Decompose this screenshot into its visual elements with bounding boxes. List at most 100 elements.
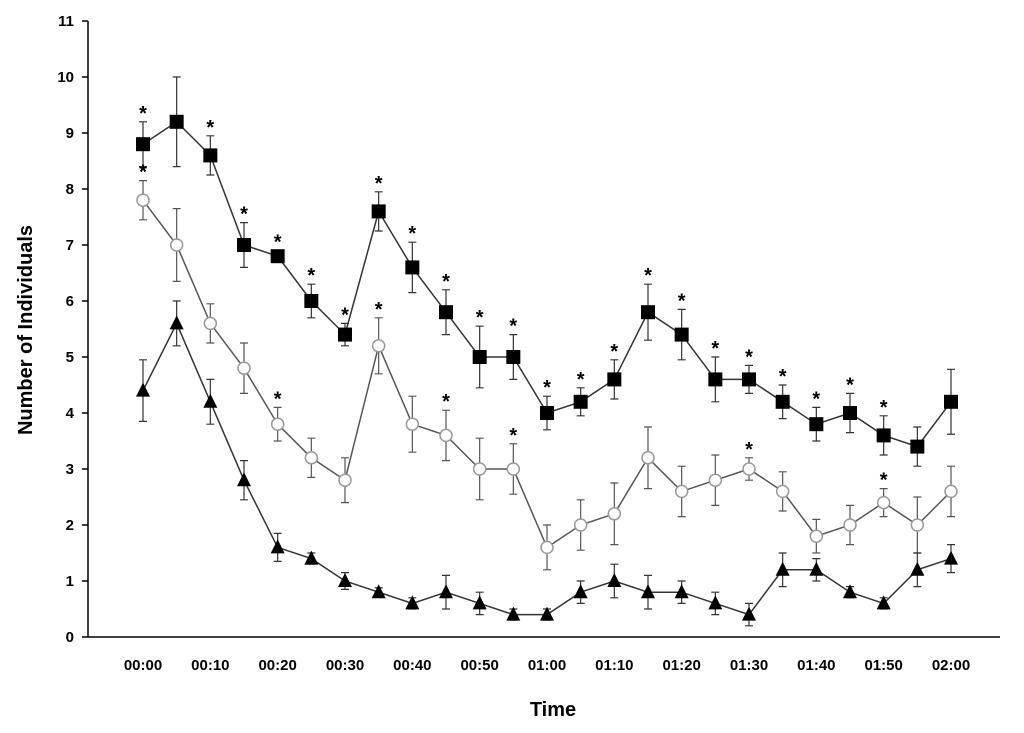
marker	[304, 550, 319, 565]
marker	[472, 350, 487, 364]
marker	[136, 382, 150, 397]
marker	[708, 473, 723, 487]
x-tick-label: 00:50	[460, 657, 498, 674]
marker	[742, 462, 756, 476]
x-tick-label: 01:50	[864, 657, 902, 674]
marker	[674, 484, 689, 499]
marker	[237, 361, 251, 375]
marker	[641, 451, 655, 465]
significance-mark: *	[139, 103, 147, 125]
marker	[641, 305, 655, 320]
marker	[573, 394, 588, 409]
marker	[944, 484, 958, 499]
significance-mark: *	[610, 341, 618, 363]
x-tick-label: 00:10	[191, 657, 229, 674]
marker	[944, 550, 958, 565]
marker	[540, 606, 554, 621]
significance-mark: *	[779, 366, 787, 388]
x-tick-label: 01:20	[662, 657, 700, 674]
x-axis-title: Time	[530, 699, 576, 721]
significance-mark: *	[442, 391, 450, 413]
significance-mark: *	[442, 271, 450, 293]
marker	[910, 439, 925, 454]
x-tick-label: 00:00	[124, 657, 162, 674]
marker	[809, 529, 824, 543]
x-tick-label: 01:00	[528, 657, 566, 674]
marker	[809, 561, 824, 576]
marker	[910, 518, 925, 532]
significance-mark: *	[880, 470, 888, 492]
marker	[371, 584, 386, 599]
marker	[506, 462, 521, 476]
significance-mark: *	[745, 439, 753, 461]
significance-mark: *	[139, 162, 147, 184]
y-tick-label: 7	[66, 237, 74, 254]
marker	[809, 417, 824, 432]
significance-mark: *	[711, 338, 719, 360]
y-axis-title: Number of Individuals	[15, 225, 37, 435]
y-tick-label: 4	[66, 405, 75, 422]
y-tick-label: 6	[66, 293, 74, 310]
marker	[708, 372, 723, 387]
significance-mark: *	[577, 369, 585, 391]
marker	[169, 315, 184, 330]
marker	[371, 204, 386, 219]
significance-mark: *	[375, 299, 383, 321]
marker	[944, 394, 958, 409]
marker	[506, 350, 521, 364]
marker	[472, 462, 487, 476]
significance-mark: *	[745, 346, 753, 368]
y-tick-label: 8	[66, 181, 74, 198]
marker	[136, 137, 150, 152]
marker	[338, 473, 352, 487]
marker	[607, 507, 622, 521]
marker	[237, 472, 251, 487]
significance-mark: *	[509, 425, 517, 447]
significance-mark: *	[846, 374, 854, 396]
significance-mark: *	[307, 265, 315, 287]
series-line	[142, 321, 952, 616]
significance-mark: *	[206, 117, 214, 139]
y-tick-label: 9	[66, 125, 74, 142]
significance-mark: *	[341, 304, 349, 326]
marker	[439, 305, 453, 320]
y-tick-label: 1	[66, 573, 74, 590]
significance-mark: *	[678, 290, 686, 312]
marker	[607, 573, 622, 587]
marker	[742, 372, 756, 387]
marker	[708, 595, 723, 610]
marker	[876, 495, 891, 510]
significance-mark: *	[240, 204, 248, 226]
x-tick-label: 01:30	[730, 657, 768, 674]
significance-mark: *	[543, 377, 551, 399]
marker	[338, 327, 352, 342]
y-tick-label: 11	[58, 13, 74, 30]
marker	[439, 428, 453, 443]
marker	[607, 372, 622, 387]
marker	[843, 584, 857, 599]
marker	[338, 573, 352, 587]
y-tick-label: 2	[66, 517, 74, 534]
x-tick-label: 01:40	[797, 657, 835, 674]
significance-mark: *	[880, 397, 888, 419]
x-tick-label: 01:10	[595, 657, 633, 674]
marker	[371, 339, 386, 353]
marker	[405, 260, 420, 275]
marker	[910, 561, 925, 576]
y-tick-label: 10	[57, 69, 74, 86]
marker	[843, 518, 857, 532]
marker	[169, 238, 184, 252]
marker	[203, 393, 218, 408]
marker	[641, 584, 655, 599]
marker	[876, 595, 891, 610]
x-tick-label: 00:40	[393, 657, 431, 674]
marker	[876, 428, 891, 443]
marker	[405, 417, 420, 431]
marker	[270, 417, 285, 431]
y-tick-label: 5	[66, 349, 74, 366]
marker	[203, 148, 218, 163]
marker	[304, 451, 319, 465]
marker	[237, 238, 251, 252]
marker	[742, 606, 756, 621]
